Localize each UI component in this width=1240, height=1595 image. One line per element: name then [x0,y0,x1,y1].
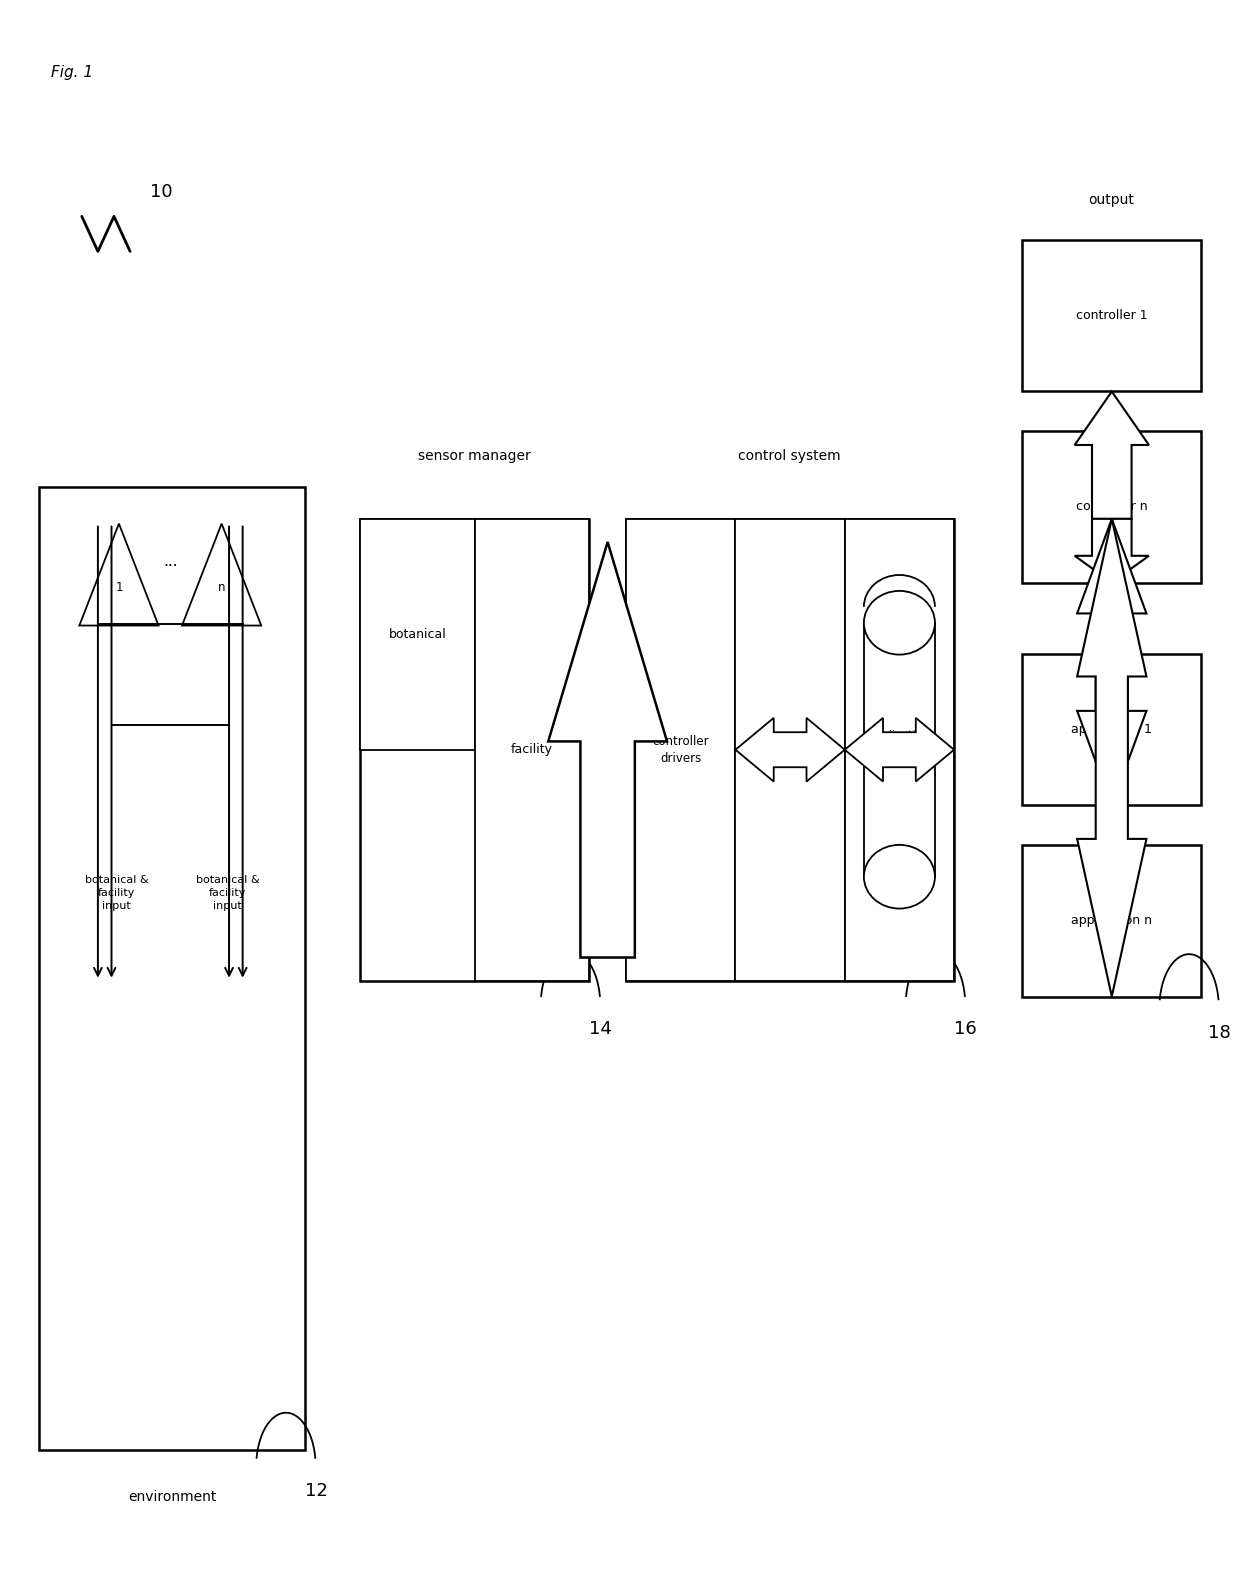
FancyBboxPatch shape [1022,654,1202,805]
FancyBboxPatch shape [360,518,589,981]
Text: 1: 1 [115,581,123,593]
Text: botanical &
facility
input: botanical & facility input [196,874,259,911]
Text: 10: 10 [150,183,172,201]
Polygon shape [79,523,159,625]
Text: sensor manager: sensor manager [418,450,531,463]
Text: botanical &
facility
input: botanical & facility input [84,874,149,911]
FancyBboxPatch shape [1022,845,1202,997]
FancyBboxPatch shape [626,518,735,981]
FancyBboxPatch shape [844,518,954,981]
Text: 12: 12 [305,1482,327,1501]
Text: controller 1: controller 1 [1076,309,1147,322]
Text: facility: facility [511,743,553,756]
FancyBboxPatch shape [626,518,954,981]
Polygon shape [548,542,667,957]
FancyBboxPatch shape [360,518,475,750]
Polygon shape [182,523,262,625]
Text: application 1: application 1 [1071,723,1152,737]
Polygon shape [1075,518,1149,582]
Text: ...: ... [1105,695,1117,708]
Text: 16: 16 [954,1021,977,1038]
Text: 14: 14 [589,1021,613,1038]
Polygon shape [735,718,844,782]
Text: ...: ... [1105,472,1117,486]
FancyBboxPatch shape [1022,431,1202,582]
Text: n: n [218,581,226,593]
Text: output: output [1089,193,1135,207]
Polygon shape [1078,518,1147,805]
Bar [864,622,935,877]
Text: controller n: controller n [1076,501,1147,514]
Text: botanical: botanical [388,628,446,641]
Polygon shape [1078,518,1147,997]
Text: Fig. 1: Fig. 1 [51,65,93,80]
Text: ...: ... [164,555,179,569]
Text: 18: 18 [1208,1024,1230,1042]
Text: application
processor: application processor [758,735,823,764]
FancyBboxPatch shape [475,518,589,981]
Text: controller
drivers: controller drivers [652,735,709,764]
FancyBboxPatch shape [38,486,305,1450]
Ellipse shape [864,845,935,909]
Ellipse shape [864,590,935,654]
Text: application
database: application database [869,731,930,753]
Text: control system: control system [738,450,841,463]
Text: application n: application n [1071,914,1152,927]
FancyBboxPatch shape [1022,241,1202,391]
Text: environment: environment [128,1490,216,1504]
FancyBboxPatch shape [735,518,844,981]
Polygon shape [844,718,954,782]
Polygon shape [1075,391,1149,518]
